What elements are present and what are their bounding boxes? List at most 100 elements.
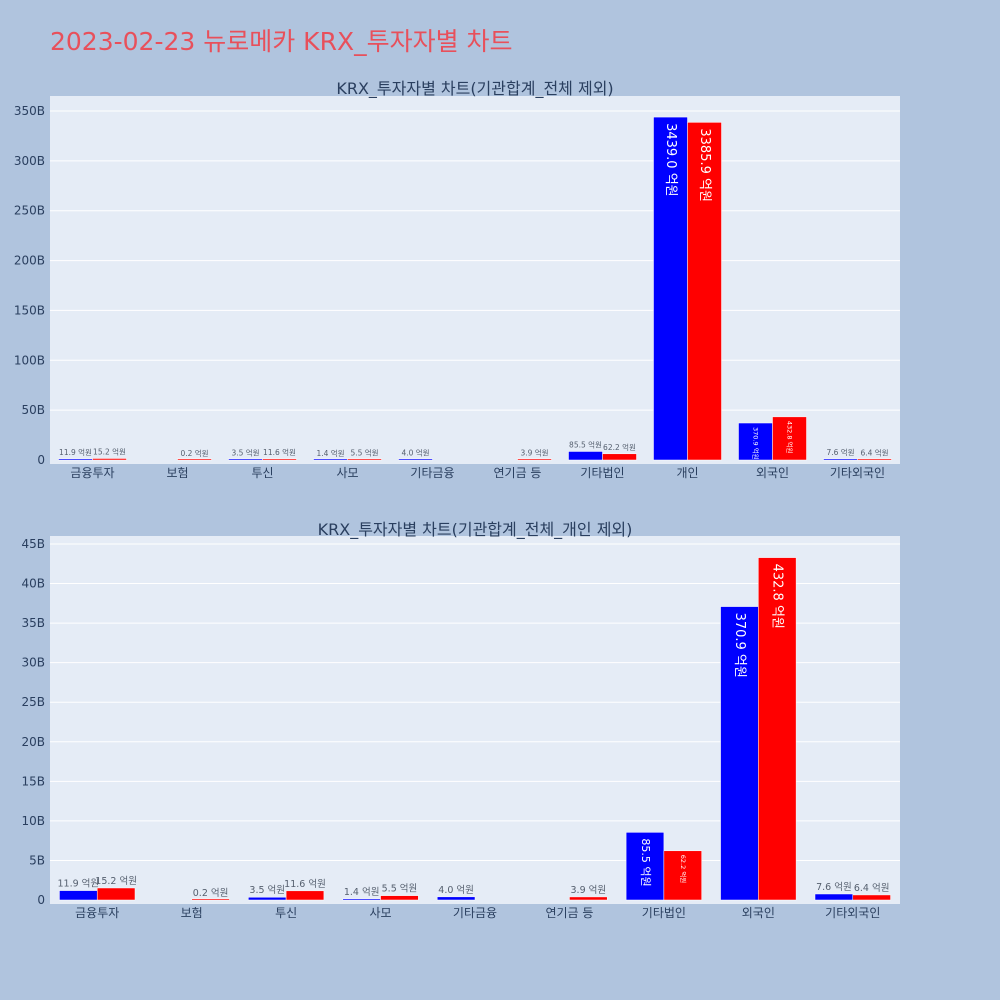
bar-value-label: 15.2 억원: [93, 447, 126, 456]
bar-value-label: 3.9 억원: [520, 449, 548, 458]
bar-value-label: 5.5 억원: [350, 448, 378, 457]
bar: [517, 458, 552, 461]
x-tick-label: 외국인: [742, 906, 775, 920]
bar-value-label: 1.4 억원: [316, 449, 344, 458]
y-tick-label: 45B: [21, 537, 45, 551]
bar: [342, 898, 381, 901]
bar-value-label: 3439.0 억원: [663, 123, 678, 197]
bar-value-label: 85.5 억원: [569, 440, 602, 449]
x-tick-label: 금융투자: [75, 906, 119, 920]
bar-value-label: 3.5 억원: [231, 449, 259, 458]
bar-value-label: 7.6 억원: [826, 448, 854, 457]
bar: [720, 606, 759, 901]
y-tick-label: 0: [37, 893, 45, 907]
bar-value-label: 6.4 억원: [854, 882, 890, 894]
bar: [248, 896, 287, 901]
bar: [313, 458, 348, 461]
bar-value-label: 85.5 억원: [639, 838, 652, 886]
bar-value-label: 3.9 억원: [571, 884, 607, 896]
bar-value-label: 432.8 억원: [770, 564, 785, 629]
bar-value-label: 3385.9 억원: [697, 128, 712, 202]
x-tick-label: 기타금융: [453, 906, 497, 920]
bar-value-label: 11.6 억원: [263, 448, 296, 457]
bar: [568, 451, 603, 461]
x-tick-label: 사모: [336, 466, 358, 480]
y-tick-label: 25B: [21, 695, 45, 709]
bar-value-label: 15.2 억원: [95, 875, 137, 887]
y-tick-label: 30B: [21, 656, 45, 670]
y-tick-label: 200B: [14, 254, 45, 268]
y-tick-label: 15B: [21, 774, 45, 788]
bar: [398, 458, 433, 461]
bar: [772, 416, 807, 461]
bar: [602, 453, 637, 461]
y-tick-label: 20B: [21, 735, 45, 749]
bar-value-label: 11.6 억원: [284, 878, 326, 890]
x-tick-label: 투신: [275, 906, 297, 920]
bar: [823, 458, 858, 461]
chart-panel-2: 0 5B 10B 15B 20B 25B 30B 35B 40B 45B KRX_투자자별 차트(기…: [21, 520, 900, 920]
bar-value-label: 370.9 억원: [732, 613, 747, 678]
x-tick-label: 사모: [370, 906, 392, 920]
bar: [569, 896, 608, 901]
page-title: 2023-02-23 뉴로메카 KRX_투자자별 차트: [50, 27, 513, 56]
bar: [687, 122, 722, 461]
bar-value-label: 62.2 억원: [603, 443, 636, 452]
plot-area: [50, 96, 900, 464]
x-tick-label: 연기금 등: [494, 466, 542, 480]
bar: [285, 890, 325, 901]
y-tick-label: 250B: [14, 204, 45, 218]
bar: [177, 458, 212, 461]
bar: [857, 458, 892, 461]
x-tick-label: 외국인: [756, 466, 789, 480]
bar: [59, 890, 98, 901]
bar-value-label: 1.4 억원: [344, 886, 380, 898]
bar-value-label: 370.9 억원: [752, 427, 761, 460]
bar: [58, 458, 93, 461]
bar: [191, 898, 230, 901]
y-tick-label: 300B: [14, 154, 45, 168]
bar-value-label: 6.4 억원: [860, 448, 888, 457]
bar: [92, 458, 127, 461]
bar: [625, 832, 665, 901]
bar: [738, 422, 773, 461]
bar: [96, 887, 136, 901]
y-tick-label: 50B: [21, 403, 45, 417]
y-tick-label: 35B: [21, 616, 45, 630]
bar-value-label: 11.9 억원: [59, 448, 92, 457]
chart-panel-1: 0 50B 100B 150B 200B 250B 300B 350B KRX_투자자별 차트(…: [14, 79, 900, 480]
bar: [436, 896, 476, 901]
x-tick-label: 기타금융: [410, 466, 454, 480]
x-tick-label: 기타외국인: [825, 906, 880, 920]
bar: [653, 116, 688, 461]
x-tick-label: 기타외국인: [830, 466, 885, 480]
bar-value-label: 5.5 억원: [382, 883, 418, 895]
y-tick-label: 40B: [21, 577, 45, 591]
y-tick-label: 0: [37, 453, 45, 467]
bar: [814, 893, 854, 901]
bar-value-label: 4.0 억원: [401, 449, 429, 458]
bar-value-label: 3.5 억원: [249, 884, 285, 896]
x-tick-label: 금융투자: [70, 466, 114, 480]
x-tick-label: 투신: [251, 466, 273, 480]
y-tick-label: 150B: [14, 303, 45, 317]
bar-value-label: 62.2 억원: [679, 855, 688, 884]
y-tick-label: 100B: [14, 353, 45, 367]
x-tick-label: 보험: [181, 906, 203, 920]
x-tick-label: 보험: [166, 466, 188, 480]
chart-title: KRX_투자자별 차트(기관합계_전체 제외): [336, 79, 613, 99]
x-tick-label: 기타법인: [642, 906, 686, 920]
x-tick-label: 연기금 등: [545, 906, 593, 920]
bar: [262, 458, 297, 461]
bar-value-label: 0.2 억원: [193, 887, 229, 899]
y-tick-label: 5B: [29, 853, 45, 867]
x-tick-label: 개인: [676, 466, 698, 480]
bar-value-label: 4.0 억원: [438, 884, 474, 896]
chart-title: KRX_투자자별 차트(기관합계_전체_개인 제외): [318, 520, 633, 540]
bar: [663, 850, 702, 901]
bar-value-label: 11.9 억원: [58, 878, 100, 890]
bar: [380, 895, 419, 901]
bar-value-label: 7.6 억원: [816, 881, 852, 893]
bar: [228, 458, 263, 461]
